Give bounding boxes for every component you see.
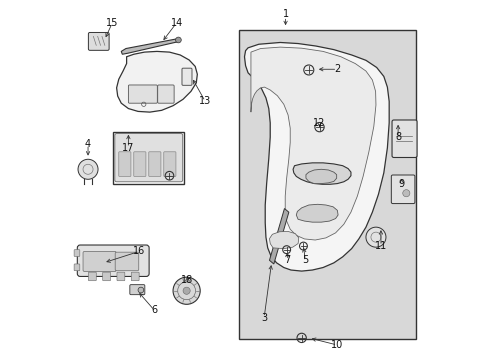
Text: 18: 18 [181,275,193,285]
Polygon shape [296,204,337,222]
Text: 14: 14 [170,18,183,28]
Polygon shape [244,42,388,271]
FancyBboxPatch shape [88,32,109,50]
Polygon shape [116,51,197,112]
FancyBboxPatch shape [390,175,414,203]
FancyBboxPatch shape [102,272,110,281]
Polygon shape [305,169,336,184]
Text: 7: 7 [284,255,290,265]
FancyBboxPatch shape [83,251,116,271]
Text: 16: 16 [133,247,145,256]
Text: 2: 2 [334,64,340,74]
Text: 12: 12 [313,118,325,128]
Text: 8: 8 [394,132,400,142]
FancyBboxPatch shape [117,272,124,281]
Text: 9: 9 [398,179,404,189]
FancyBboxPatch shape [239,30,415,339]
Text: 3: 3 [261,312,266,323]
Polygon shape [269,208,288,264]
FancyBboxPatch shape [391,120,416,157]
Text: 11: 11 [374,241,386,251]
Text: 17: 17 [122,143,134,153]
Text: 4: 4 [85,139,91,149]
Text: 6: 6 [151,305,157,315]
FancyBboxPatch shape [130,285,144,295]
FancyBboxPatch shape [157,85,174,103]
FancyBboxPatch shape [74,249,80,256]
Polygon shape [269,231,298,249]
Circle shape [175,37,181,43]
Circle shape [365,227,385,247]
FancyBboxPatch shape [131,272,139,281]
Text: 1: 1 [282,9,288,19]
Circle shape [402,190,409,197]
FancyBboxPatch shape [119,152,131,176]
Text: 10: 10 [330,340,343,350]
Text: 13: 13 [199,96,211,107]
Polygon shape [292,163,350,184]
Circle shape [173,277,200,304]
FancyBboxPatch shape [88,272,96,281]
FancyBboxPatch shape [77,245,149,276]
Polygon shape [121,39,179,54]
Text: 5: 5 [302,255,308,265]
FancyBboxPatch shape [115,134,183,182]
FancyBboxPatch shape [128,85,157,103]
Circle shape [183,287,190,294]
FancyBboxPatch shape [163,152,176,176]
Polygon shape [250,47,375,240]
Circle shape [78,159,98,179]
FancyBboxPatch shape [134,152,145,176]
Circle shape [138,287,143,293]
FancyBboxPatch shape [74,264,80,271]
FancyBboxPatch shape [113,132,184,184]
FancyBboxPatch shape [182,68,192,85]
Text: 15: 15 [106,18,118,28]
FancyBboxPatch shape [115,252,139,271]
FancyBboxPatch shape [148,152,161,176]
